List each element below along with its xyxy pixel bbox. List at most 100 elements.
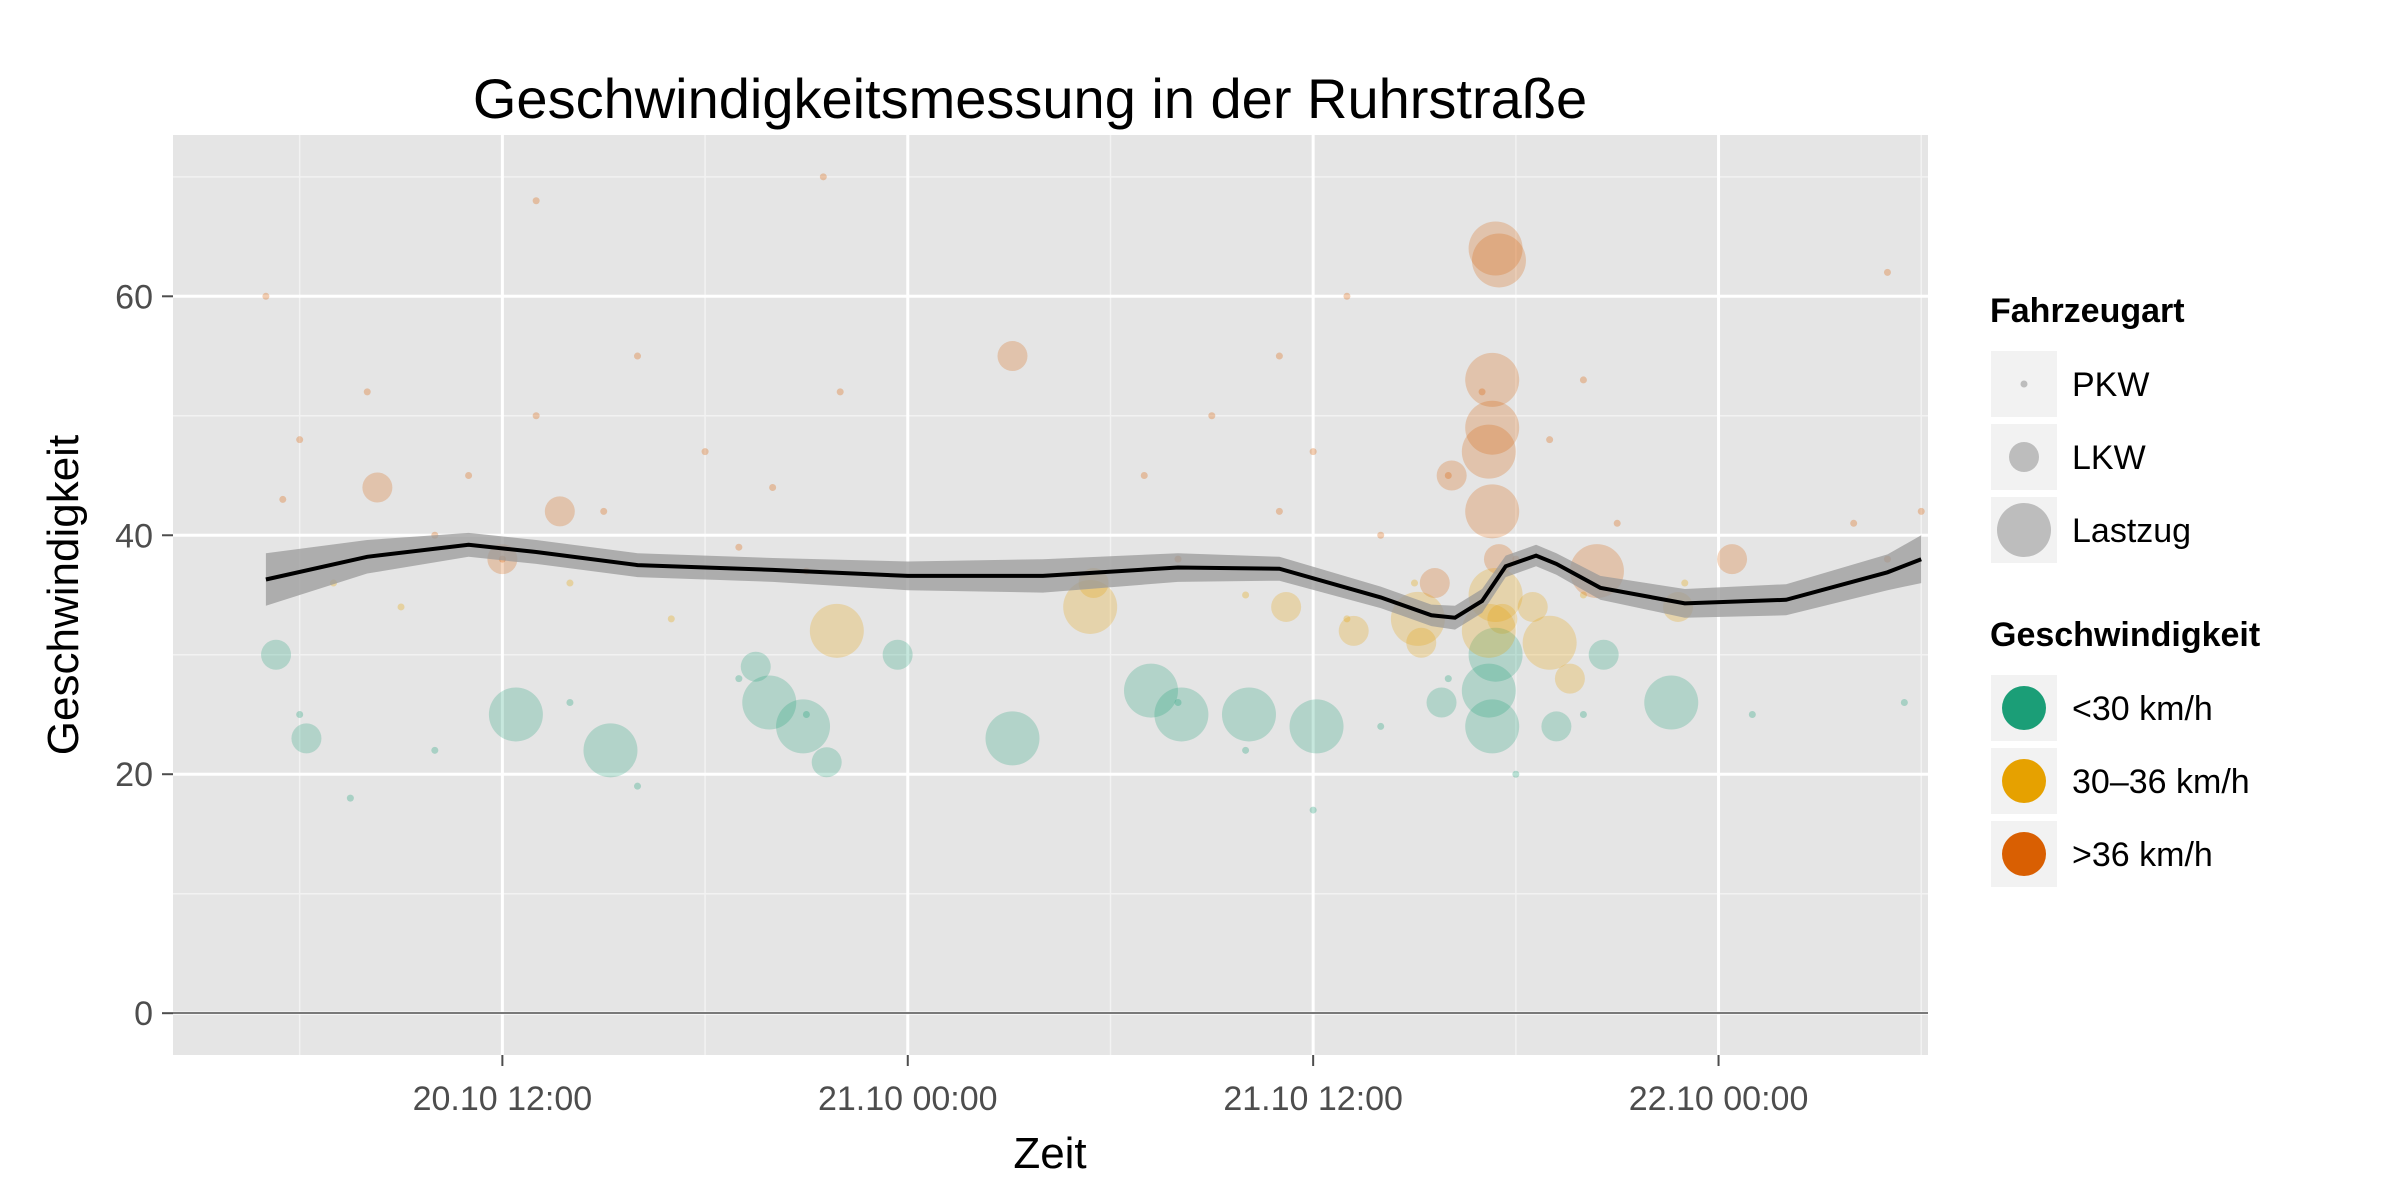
pkw-point — [802, 710, 810, 718]
pkw-point — [1140, 472, 1148, 480]
pkw-point — [1377, 531, 1385, 539]
lastzug-point — [1644, 675, 1699, 730]
lkw-point — [1554, 663, 1585, 694]
lkw-point — [1271, 591, 1302, 622]
lastzug-point — [1221, 687, 1276, 742]
lastzug-point — [1468, 221, 1523, 276]
pkw-point — [667, 615, 675, 623]
lastzug-point — [1289, 699, 1344, 754]
legend-symbol — [2002, 832, 2046, 876]
lkw-point — [291, 723, 322, 754]
lastzug-point — [985, 711, 1040, 766]
pkw-point — [296, 710, 304, 718]
lkw-point — [1406, 627, 1437, 658]
pkw-point — [566, 579, 574, 587]
y-tick-label: 40 — [115, 517, 153, 555]
x-tick-label: 21.10 12:00 — [1223, 1080, 1403, 1118]
pkw-point — [1242, 746, 1250, 754]
pkw-point — [1900, 699, 1908, 707]
pkw-point — [1613, 519, 1621, 527]
pkw-point — [532, 412, 540, 420]
lkw-point — [1487, 603, 1518, 634]
pkw-point — [1343, 615, 1351, 623]
pkw-point — [1883, 268, 1891, 276]
lastzug-point — [1063, 579, 1118, 634]
pkw-point — [634, 782, 642, 790]
legend-symbol — [2009, 442, 2039, 472]
pkw-point — [1444, 472, 1452, 480]
chart-title: Geschwindigkeitsmessung in der Ruhrstraß… — [473, 67, 1587, 130]
pkw-point — [1275, 507, 1283, 515]
pkw-point — [397, 603, 405, 611]
pkw-point — [1343, 292, 1351, 300]
lastzug-point — [742, 675, 797, 730]
pkw-point — [532, 197, 540, 205]
grid-minor — [173, 135, 1928, 1055]
lastzug-point — [776, 699, 831, 754]
lastzug-point — [1468, 627, 1523, 682]
smooth-trend-line — [265, 542, 1922, 620]
lkw-point — [740, 651, 771, 682]
legend-label: Lastzug — [2072, 512, 2191, 550]
lastzug-point — [809, 603, 864, 658]
pkw-point — [1512, 770, 1520, 778]
pkw-point — [1478, 388, 1486, 396]
lkw-point — [1338, 615, 1369, 646]
pkw-point — [296, 436, 304, 444]
pkw-point — [262, 292, 270, 300]
lastzug-point — [1461, 663, 1516, 718]
lkw-point — [544, 496, 575, 527]
lastzug-point — [1461, 603, 1516, 658]
lastzug-point — [1471, 233, 1526, 288]
x-tick-label: 21.10 00:00 — [818, 1080, 998, 1118]
lkw-point — [1517, 591, 1548, 622]
pkw-point — [1309, 806, 1317, 814]
pkw-point — [819, 173, 827, 181]
pkw-point — [1579, 376, 1587, 384]
pkw-point — [346, 794, 354, 802]
legend-symbol — [2002, 686, 2046, 730]
y-axis-title: Geschwindigkeit — [39, 435, 88, 755]
x-tick-label: 20.10 12:00 — [413, 1080, 593, 1118]
lkw-point — [362, 472, 393, 503]
pkw-point — [1681, 579, 1689, 587]
pkw-point — [1579, 710, 1587, 718]
lkw-point — [811, 747, 842, 778]
legend-symbol — [2020, 380, 2028, 388]
pkw-point — [1275, 352, 1283, 360]
pkw-point — [279, 495, 287, 503]
pkw-point — [1546, 436, 1554, 444]
y-tick-label: 0 — [134, 995, 153, 1033]
lastzug-point — [1465, 699, 1520, 754]
pkw-point — [1208, 412, 1216, 420]
lkw-points — [261, 341, 1748, 778]
legend-symbol — [1997, 503, 2051, 557]
lastzug-point — [1465, 484, 1520, 539]
lkw-point — [1426, 687, 1457, 718]
legend-title: Fahrzeugart — [1990, 292, 2185, 330]
lastzug-point — [1461, 424, 1516, 479]
pkw-point — [1309, 448, 1317, 456]
y-axis-ticks: 0 20 40 60 — [115, 278, 173, 1033]
y-tick-label: 60 — [115, 278, 153, 316]
pkw-point — [1377, 722, 1385, 730]
lkw-point — [1419, 568, 1450, 599]
legend-symbol — [2002, 759, 2046, 803]
pkw-point — [836, 388, 844, 396]
pkw-point — [600, 507, 608, 515]
pkw-point — [465, 472, 473, 480]
x-axis-title: Zeit — [1013, 1129, 1086, 1178]
lastzug-point — [1124, 663, 1179, 718]
lkw-point — [997, 341, 1028, 372]
legend-label: PKW — [2072, 366, 2149, 404]
pkw-point — [1242, 591, 1250, 599]
legend-label: LKW — [2072, 439, 2146, 477]
legend-label: 30–36 km/h — [2072, 763, 2250, 801]
lkw-point — [1541, 711, 1572, 742]
y-tick-label: 20 — [115, 756, 153, 794]
pkw-point — [735, 675, 743, 683]
lkw-point — [1588, 639, 1619, 670]
legend-title: Geschwindigkeit — [1990, 616, 2260, 654]
pkw-point — [701, 448, 709, 456]
